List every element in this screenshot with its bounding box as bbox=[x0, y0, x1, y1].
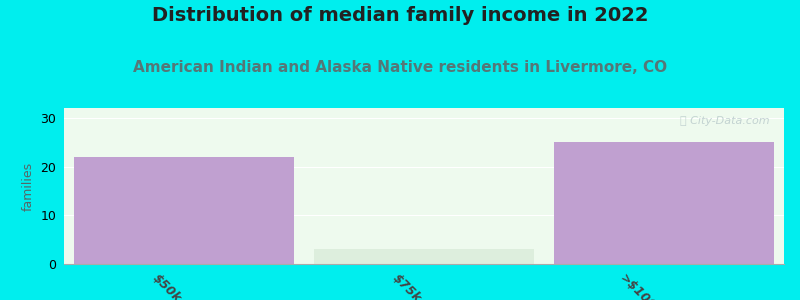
Bar bbox=[74, 157, 294, 264]
Text: Ⓜ City-Data.com: Ⓜ City-Data.com bbox=[680, 116, 770, 126]
Bar bbox=[554, 142, 774, 264]
Text: Distribution of median family income in 2022: Distribution of median family income in … bbox=[152, 6, 648, 25]
Text: American Indian and Alaska Native residents in Livermore, CO: American Indian and Alaska Native reside… bbox=[133, 60, 667, 75]
Bar bbox=[314, 249, 534, 264]
Y-axis label: families: families bbox=[22, 161, 35, 211]
